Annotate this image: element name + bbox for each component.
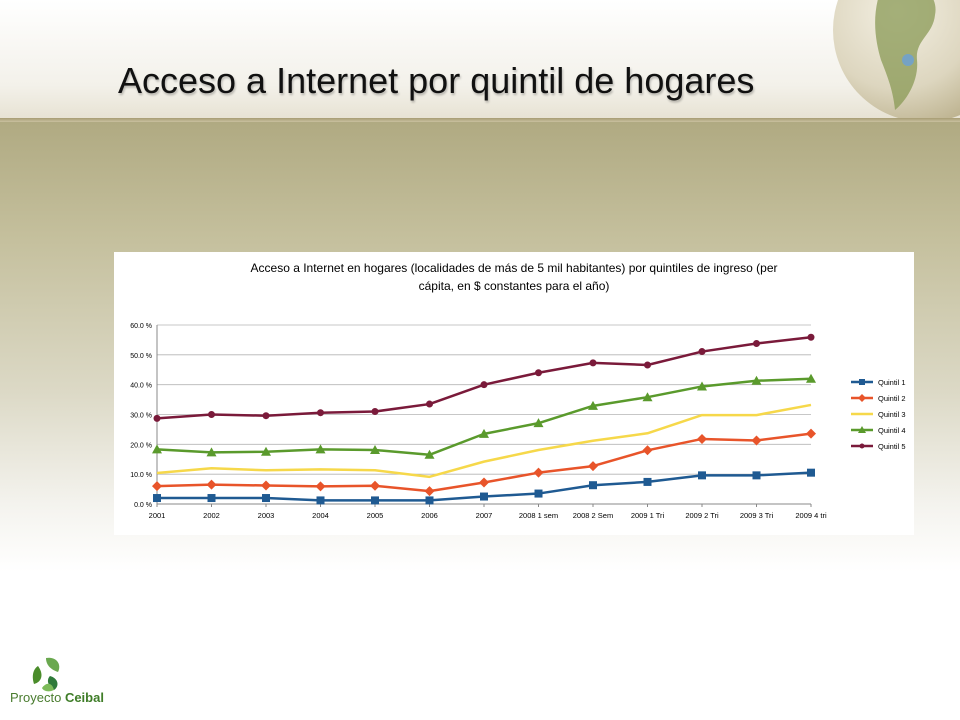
data-point-quintil-5 (753, 339, 760, 347)
data-point-quintil-2 (261, 480, 271, 491)
data-point-quintil-5 (262, 412, 270, 420)
data-point-quintil-2 (697, 433, 707, 444)
y-tick-label: 20.0 % (130, 442, 152, 449)
data-point-quintil-2 (315, 481, 326, 492)
legend-label-quintil-5: Quintil 5 (878, 442, 906, 451)
legend-label-quintil-3: Quintil 3 (878, 410, 906, 419)
data-point-quintil-2 (206, 479, 217, 490)
data-point-quintil-2 (152, 481, 162, 492)
data-point-quintil-4 (424, 449, 435, 459)
data-point-quintil-4 (315, 444, 326, 454)
x-tick-label: 2004 (312, 511, 329, 520)
data-point-quintil-1 (589, 481, 597, 490)
data-point-quintil-1 (480, 492, 488, 501)
x-tick-label: 2006 (421, 511, 438, 520)
data-point-quintil-1 (807, 468, 815, 477)
data-point-quintil-4 (152, 444, 162, 454)
data-point-quintil-2 (588, 461, 598, 472)
legend-label-quintil-2: Quintil 2 (878, 394, 906, 403)
data-point-quintil-5 (535, 369, 542, 377)
y-tick-label: 30.0 % (130, 413, 152, 420)
data-point-quintil-1 (534, 489, 543, 498)
data-point-quintil-4 (479, 428, 489, 438)
line-chart: Acceso a Internet en hogares (localidade… (130, 261, 906, 520)
series-line-quintil-5 (156, 335, 812, 420)
chart-panel: Acceso a Internet en hogares (localidade… (114, 252, 914, 535)
x-tick-label: 2001 (149, 511, 166, 520)
data-point-quintil-1 (371, 496, 379, 505)
legend-label-quintil-1: Quintil 1 (878, 378, 906, 387)
legend-marker-quintil-4 (858, 426, 866, 433)
data-point-quintil-4 (370, 445, 380, 455)
data-point-quintil-4 (533, 418, 544, 428)
logo-text: Proyecto Ceibal (10, 690, 104, 705)
y-tick-label: 0.0 % (134, 502, 152, 509)
y-tick-label: 10.0 % (130, 472, 152, 479)
data-point-quintil-4 (206, 447, 217, 457)
data-point-quintil-1 (643, 477, 652, 486)
x-tick-label: 2003 (258, 511, 275, 520)
x-tick-label: 2007 (476, 511, 493, 520)
series-line-quintil-4 (156, 377, 812, 457)
y-tick-label: 60.0 % (130, 323, 152, 330)
data-point-quintil-5 (426, 400, 433, 408)
data-point-quintil-4 (261, 446, 271, 456)
data-point-quintil-1 (752, 471, 761, 480)
globe-icon (833, 0, 960, 122)
x-tick-label: 2008 1 sem (519, 511, 558, 520)
data-point-quintil-5 (153, 414, 161, 422)
data-point-quintil-5 (807, 333, 815, 341)
x-tick-label: 2009 1 Tri (631, 511, 665, 520)
data-point-quintil-4 (751, 375, 762, 385)
data-point-quintil-2 (642, 445, 653, 456)
data-point-quintil-5 (317, 409, 324, 417)
legend-marker-quintil-5 (859, 443, 865, 449)
data-point-quintil-2 (370, 480, 380, 491)
y-tick-label: 40.0 % (130, 383, 152, 390)
legend-marker-quintil-2 (858, 394, 866, 402)
x-tick-label: 2009 4 tri (795, 511, 827, 520)
data-point-quintil-1 (316, 496, 325, 505)
logo-text-light: Proyecto (10, 690, 62, 705)
data-point-quintil-5 (589, 359, 597, 367)
data-point-quintil-4 (642, 392, 653, 402)
y-tick-label: 50.0 % (130, 353, 152, 360)
x-tick-label: 2009 3 Tri (740, 511, 774, 520)
x-tick-label: 2009 2 Tri (685, 511, 719, 520)
x-tick-label: 2008 2 Sem (573, 511, 613, 520)
data-point-quintil-1 (698, 471, 706, 480)
data-point-quintil-2 (424, 486, 435, 497)
x-tick-label: 2002 (203, 511, 220, 520)
data-point-quintil-5 (371, 408, 379, 416)
data-point-quintil-1 (425, 496, 434, 505)
data-point-quintil-1 (262, 494, 270, 503)
ceibal-logo-icon (32, 657, 60, 692)
chart-title-line: Acceso a Internet en hogares (localidade… (251, 261, 778, 275)
data-point-quintil-5 (644, 361, 651, 369)
data-point-quintil-1 (207, 494, 216, 503)
data-point-quintil-4 (588, 400, 598, 410)
slide-header (0, 0, 960, 122)
logo-text-bold: Ceibal (64, 690, 104, 705)
legend-marker-quintil-1 (859, 379, 865, 385)
data-point-quintil-4 (697, 381, 707, 391)
data-point-quintil-2 (806, 428, 816, 439)
data-point-quintil-5 (208, 411, 215, 418)
data-point-quintil-5 (698, 348, 706, 356)
data-point-quintil-4 (806, 373, 816, 383)
series-line-quintil-3 (156, 403, 812, 479)
data-point-quintil-1 (153, 494, 161, 503)
data-point-quintil-2 (751, 435, 762, 446)
data-point-quintil-2 (533, 467, 544, 478)
legend-label-quintil-4: Quintil 4 (878, 426, 906, 435)
header-divider (0, 118, 960, 122)
data-point-quintil-2 (479, 477, 489, 488)
x-tick-label: 2005 (367, 511, 384, 520)
page-title: Acceso a Internet por quintil de hogares (118, 60, 755, 101)
data-point-quintil-5 (480, 381, 488, 389)
chart-title-line: cápita, en $ constantes para el año) (419, 279, 610, 293)
